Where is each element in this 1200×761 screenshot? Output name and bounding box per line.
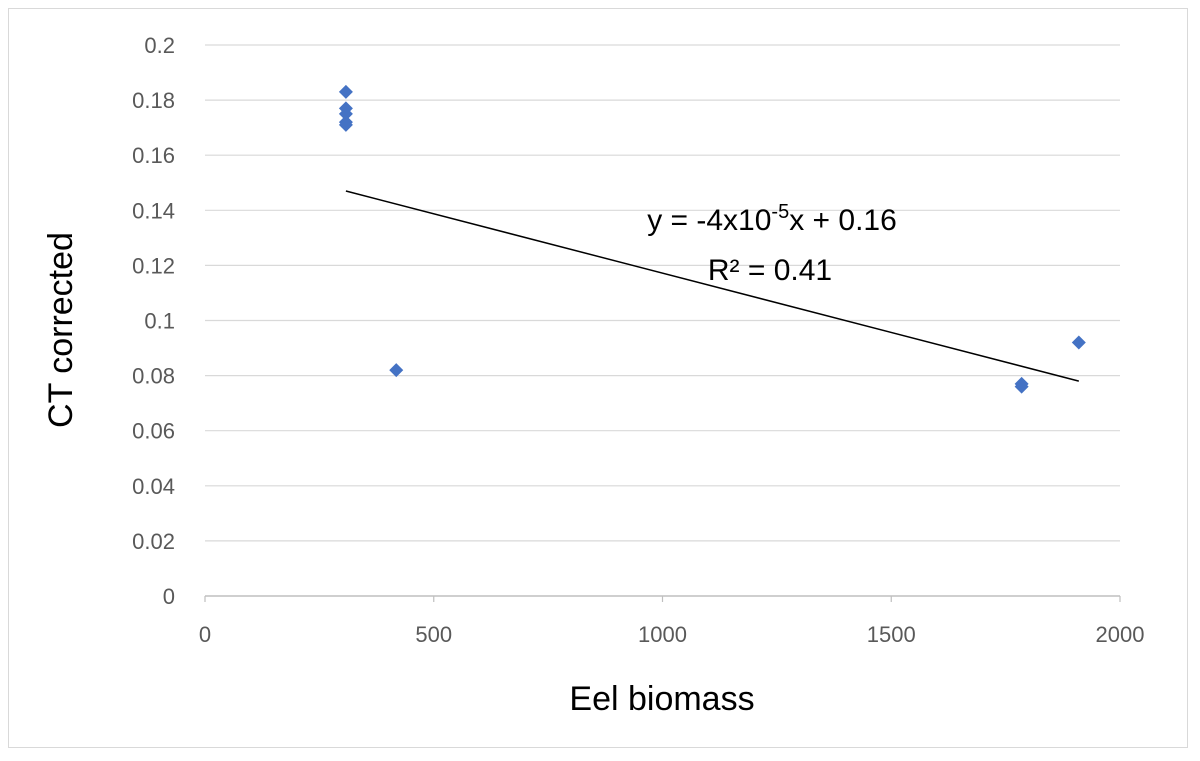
data-point — [338, 106, 353, 121]
data-point — [1071, 335, 1086, 350]
y-tick-label: 0.1 — [144, 309, 175, 334]
y-axis-title: CT corrected — [42, 232, 80, 428]
y-tick-label: 0.12 — [132, 253, 175, 278]
data-points — [338, 84, 1086, 394]
x-tick-labels: 0 500 1000 1500 2000 — [199, 596, 1145, 647]
y-tick-label: 0.18 — [132, 88, 175, 113]
r-squared-label: R² = 0.41 — [708, 254, 832, 287]
y-tick-label: 0.06 — [132, 419, 175, 444]
y-tick-label: 0.02 — [132, 529, 175, 554]
x-tick-label: 500 — [415, 622, 452, 647]
data-point — [338, 84, 353, 99]
data-point — [338, 117, 353, 132]
x-axis-title: Eel biomass — [569, 680, 754, 718]
trendline — [345, 190, 1080, 382]
equation-superscript: -5 — [771, 201, 789, 223]
data-point — [1014, 379, 1029, 394]
y-tick-label: 0.16 — [132, 143, 175, 168]
y-tick-label: 0 — [163, 584, 175, 609]
y-tick-labels: 0 0.02 0.04 0.06 0.08 0.1 0.12 0.14 0.16 0.18 0.2 — [132, 33, 175, 609]
data-point — [389, 363, 404, 378]
chart-frame — [8, 8, 1188, 748]
trendline-equation: y = -4x10-5x + 0.16 — [647, 201, 897, 237]
y-tick-label: 0.08 — [132, 364, 175, 389]
gridlines — [205, 44, 1120, 542]
x-tick-label: 1000 — [638, 622, 687, 647]
y-tick-label: 0.04 — [132, 474, 175, 499]
y-tick-label: 0.14 — [132, 198, 175, 223]
equation-prefix: y = -4x10 — [647, 204, 771, 237]
x-tick-label: 0 — [199, 622, 211, 647]
x-tick-label: 2000 — [1096, 622, 1145, 647]
equation-suffix: x + 0.16 — [789, 204, 897, 237]
x-tick-label: 1500 — [867, 622, 916, 647]
y-tick-label: 0.2 — [144, 33, 175, 58]
